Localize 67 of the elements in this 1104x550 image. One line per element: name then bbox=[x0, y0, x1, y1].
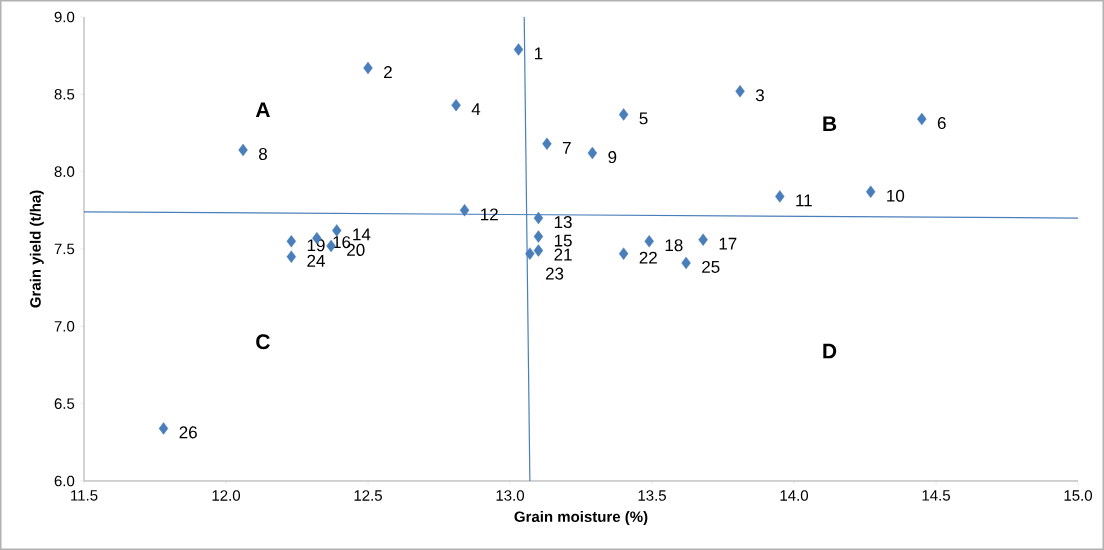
point bbox=[618, 108, 629, 121]
point bbox=[459, 204, 470, 217]
annotation: 26 bbox=[179, 426, 197, 439]
x-tick-label: 12.0 bbox=[212, 490, 241, 501]
annotation: 6 bbox=[937, 117, 946, 130]
annotation: 7 bbox=[563, 141, 571, 154]
y-tick-label: 7.0 bbox=[54, 321, 75, 332]
y-tick-label: 6.5 bbox=[54, 398, 75, 409]
point bbox=[533, 244, 544, 257]
point bbox=[917, 112, 927, 126]
point bbox=[363, 61, 373, 75]
point bbox=[618, 247, 629, 260]
x-tick-label: 13.5 bbox=[638, 490, 666, 501]
point bbox=[513, 43, 524, 56]
point bbox=[865, 185, 876, 198]
point bbox=[735, 85, 745, 98]
point bbox=[681, 256, 691, 270]
annotation: 10 bbox=[887, 189, 905, 202]
point bbox=[542, 137, 552, 151]
annotation: 14 bbox=[353, 228, 371, 241]
annotation: 11 bbox=[796, 194, 812, 207]
y-axis-title: Grain yield (t/ha) bbox=[29, 190, 44, 308]
annotation: 24 bbox=[307, 254, 325, 267]
annotation: 18 bbox=[665, 239, 683, 252]
annotation: 5 bbox=[639, 112, 648, 125]
annotation: 25 bbox=[702, 260, 720, 273]
annotation: 17 bbox=[719, 237, 737, 250]
x-tick-label: 14.5 bbox=[922, 490, 950, 501]
annotation: 1 bbox=[535, 47, 543, 60]
point bbox=[525, 247, 535, 260]
x-tick-label: 12.5 bbox=[354, 490, 382, 501]
x-tick-label: 11.5 bbox=[71, 490, 98, 501]
point bbox=[238, 143, 248, 157]
annotation: 9 bbox=[608, 151, 617, 164]
point bbox=[451, 98, 461, 112]
annotation: C bbox=[256, 334, 270, 350]
point bbox=[533, 211, 544, 225]
annotation: D bbox=[823, 343, 837, 359]
point bbox=[158, 422, 169, 435]
annotation: 4 bbox=[471, 103, 481, 115]
point bbox=[332, 224, 342, 237]
point bbox=[775, 190, 785, 203]
y-tick-label: 9.0 bbox=[54, 11, 75, 23]
y-tick-label: 8.5 bbox=[54, 89, 75, 100]
annotation: 3 bbox=[755, 89, 764, 102]
point bbox=[286, 250, 297, 263]
point bbox=[698, 233, 708, 246]
point bbox=[587, 146, 598, 160]
point bbox=[533, 230, 544, 243]
annotation: 21 bbox=[554, 248, 572, 261]
x-axis-title: Grain moisture (%) bbox=[514, 511, 648, 525]
y-tick-label: 7.5 bbox=[54, 243, 75, 255]
y-tick-label: 8.0 bbox=[54, 166, 75, 177]
x-tick-label: 14.0 bbox=[780, 490, 809, 501]
annotation: 22 bbox=[639, 251, 657, 264]
y-tick-label: 6.0 bbox=[54, 475, 75, 487]
point bbox=[286, 235, 297, 248]
annotation: 8 bbox=[258, 147, 267, 161]
annotation: 2 bbox=[384, 66, 392, 78]
x-tick-label: 15.0 bbox=[1064, 490, 1093, 501]
annotation: 13 bbox=[554, 216, 572, 229]
point bbox=[644, 235, 654, 248]
annotation: A bbox=[255, 102, 270, 118]
annotation: 23 bbox=[545, 267, 564, 280]
x-tick-label: 13.0 bbox=[496, 490, 525, 501]
annotation: B bbox=[823, 116, 837, 131]
annotation: 15 bbox=[554, 234, 572, 247]
